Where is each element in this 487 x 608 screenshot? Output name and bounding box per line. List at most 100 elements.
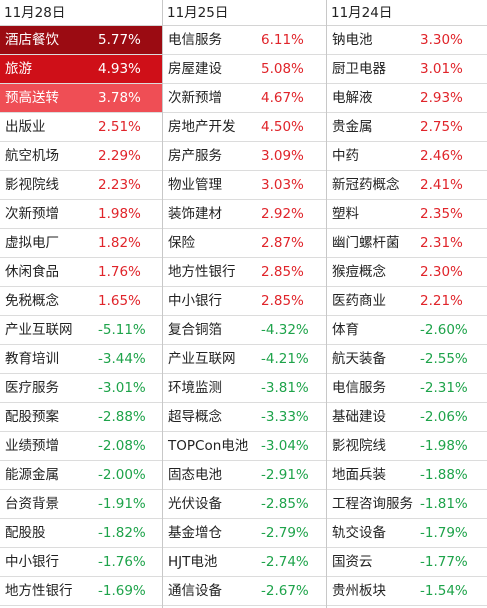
sector-change-percent: -1.69% — [98, 583, 146, 599]
sector-row[interactable]: 体育 -2.60% — [327, 316, 487, 345]
sector-change-percent: 2.21% — [420, 293, 463, 309]
sector-name: 猴痘概念 — [332, 264, 386, 280]
sector-name: 工程咨询服务 — [332, 496, 413, 512]
sector-row[interactable]: 电信服务 -2.31% — [327, 374, 487, 403]
sector-row[interactable]: 影视院线 -1.98% — [327, 432, 487, 461]
sector-row[interactable]: 房地产开发 4.50% — [163, 113, 326, 142]
sector-change-percent: 4.67% — [261, 90, 304, 106]
sector-row[interactable]: 幽门螺杆菌 2.31% — [327, 229, 487, 258]
sector-row[interactable]: 医疗服务 -3.01% — [0, 374, 162, 403]
sector-row[interactable]: HJT电池 -2.74% — [163, 548, 326, 577]
sector-row[interactable]: 基础建设 -2.06% — [327, 403, 487, 432]
sector-change-percent: -1.77% — [420, 554, 468, 570]
sector-row[interactable]: 基金增仓 -2.79% — [163, 519, 326, 548]
sector-row[interactable]: 厨卫电器 3.01% — [327, 55, 487, 84]
sector-row[interactable]: 电信服务 6.11% — [163, 26, 326, 55]
sector-name: 贵州板块 — [332, 583, 386, 599]
sector-row[interactable]: 房产服务 3.09% — [163, 142, 326, 171]
sector-name: 厨卫电器 — [332, 61, 386, 77]
sector-row[interactable]: 休闲食品 1.76% — [0, 258, 162, 287]
sector-row[interactable]: 教育培训 -3.44% — [0, 345, 162, 374]
sector-name: 房屋建设 — [168, 61, 222, 77]
sector-name: 教育培训 — [5, 351, 59, 367]
sector-change-percent: -2.31% — [420, 380, 468, 396]
sector-row[interactable]: 猴痘概念 2.30% — [327, 258, 487, 287]
sector-row[interactable]: 钠电池 3.30% — [327, 26, 487, 55]
sector-row[interactable]: 医药商业 2.21% — [327, 287, 487, 316]
sector-row[interactable]: 影视院线 2.23% — [0, 171, 162, 200]
sector-row[interactable]: 免税概念 1.65% — [0, 287, 162, 316]
column-date-header: 11月25日 — [163, 0, 326, 26]
sector-row[interactable]: 航空机场 2.29% — [0, 142, 162, 171]
sector-name: 预高送转 — [5, 90, 59, 106]
sector-row[interactable]: 产业互联网 -5.11% — [0, 316, 162, 345]
sector-name: 台资背景 — [5, 496, 59, 512]
sector-row[interactable]: 中小银行 2.85% — [163, 287, 326, 316]
sector-change-percent: 4.93% — [98, 61, 141, 77]
sector-row[interactable]: 航天装备 -2.55% — [327, 345, 487, 374]
sector-row[interactable]: 能源金属 -2.00% — [0, 461, 162, 490]
sector-name: 航天装备 — [332, 351, 386, 367]
sector-row[interactable]: 虚拟电厂 1.82% — [0, 229, 162, 258]
sector-change-percent: -2.91% — [261, 467, 309, 483]
sector-row[interactable]: 预高送转 3.78% — [0, 84, 162, 113]
sector-name: 医药商业 — [332, 293, 386, 309]
sector-row[interactable]: 中药 2.46% — [327, 142, 487, 171]
day-column-2: 11月25日 电信服务 6.11% 房屋建设 5.08% 次新预增 4.67% 房地产开发 4… — [163, 0, 327, 608]
sector-change-percent: 5.77% — [98, 32, 141, 48]
sector-row[interactable]: 产业互联网 -4.21% — [163, 345, 326, 374]
sector-row[interactable]: 固态电池 -2.91% — [163, 461, 326, 490]
sector-row[interactable]: 通信设备 -2.67% — [163, 577, 326, 606]
day-column-1: 11月28日 酒店餐饮 5.77% 旅游 4.93% 预高送转 3.78% 出版业 2.51%… — [0, 0, 163, 608]
sector-change-percent: 6.11% — [261, 32, 304, 48]
sector-row[interactable]: 酒店餐饮 5.77% — [0, 26, 162, 55]
sector-change-percent: 2.51% — [98, 119, 141, 135]
sector-row[interactable]: 国资云 -1.77% — [327, 548, 487, 577]
sector-row[interactable]: 装饰建材 2.92% — [163, 200, 326, 229]
sector-row[interactable]: 环境监测 -3.81% — [163, 374, 326, 403]
sector-change-percent: 2.23% — [98, 177, 141, 193]
sector-name: 酒店餐饮 — [5, 32, 59, 48]
sector-row[interactable]: 物业管理 3.03% — [163, 171, 326, 200]
sector-change-percent: -3.44% — [98, 351, 146, 367]
sector-row[interactable]: 复合铜箔 -4.32% — [163, 316, 326, 345]
sector-name: 固态电池 — [168, 467, 222, 483]
sector-name: 航空机场 — [5, 148, 59, 164]
sector-row[interactable]: 配股预案 -2.88% — [0, 403, 162, 432]
sector-change-percent: 1.82% — [98, 235, 141, 251]
sector-name: 中小银行 — [5, 554, 59, 570]
sector-row[interactable]: 光伏设备 -2.85% — [163, 490, 326, 519]
sector-change-percent: 3.30% — [420, 32, 463, 48]
sector-row[interactable]: 旅游 4.93% — [0, 55, 162, 84]
sector-row[interactable]: TOPCon电池 -3.04% — [163, 432, 326, 461]
sector-row[interactable]: 超导概念 -3.33% — [163, 403, 326, 432]
sector-row[interactable]: 贵州板块 -1.54% — [327, 577, 487, 606]
sector-row[interactable]: 电解液 2.93% — [327, 84, 487, 113]
sector-row[interactable]: 贵金属 2.75% — [327, 113, 487, 142]
sector-row[interactable]: 新冠药概念 2.41% — [327, 171, 487, 200]
sector-row[interactable]: 业绩预增 -2.08% — [0, 432, 162, 461]
sector-row[interactable]: 中小银行 -1.76% — [0, 548, 162, 577]
sector-change-percent: -3.33% — [261, 409, 309, 425]
sector-change-percent: -2.88% — [98, 409, 146, 425]
sector-row[interactable]: 房屋建设 5.08% — [163, 55, 326, 84]
sector-row[interactable]: 次新预增 1.98% — [0, 200, 162, 229]
sector-row[interactable]: 地方性银行 -1.69% — [0, 577, 162, 606]
sector-name: HJT电池 — [168, 554, 218, 570]
sector-name: 环境监测 — [168, 380, 222, 396]
sector-row[interactable]: 出版业 2.51% — [0, 113, 162, 142]
sector-name: TOPCon电池 — [168, 438, 249, 454]
sector-name: 物业管理 — [168, 177, 222, 193]
sector-name: 幽门螺杆菌 — [332, 235, 400, 251]
sector-row[interactable]: 地面兵装 -1.88% — [327, 461, 487, 490]
sector-row[interactable]: 配股股 -1.82% — [0, 519, 162, 548]
sector-row[interactable]: 轨交设备 -1.79% — [327, 519, 487, 548]
sector-row[interactable]: 地方性银行 2.85% — [163, 258, 326, 287]
sector-change-percent: -3.01% — [98, 380, 146, 396]
sector-row[interactable]: 次新预增 4.67% — [163, 84, 326, 113]
sector-row[interactable]: 保险 2.87% — [163, 229, 326, 258]
sector-name: 复合铜箔 — [168, 322, 222, 338]
sector-row[interactable]: 台资背景 -1.91% — [0, 490, 162, 519]
sector-row[interactable]: 塑料 2.35% — [327, 200, 487, 229]
sector-row[interactable]: 工程咨询服务 -1.81% — [327, 490, 487, 519]
